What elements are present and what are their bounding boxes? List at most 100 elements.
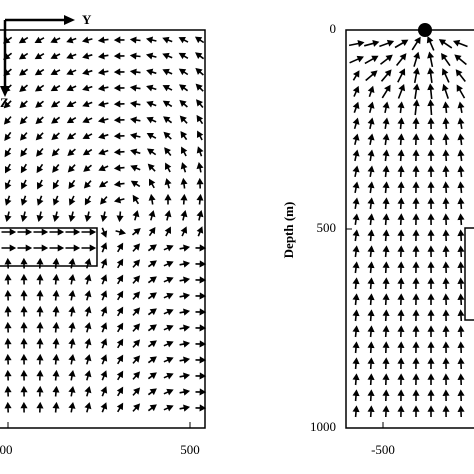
field-arrow	[20, 163, 28, 174]
field-arrow	[113, 132, 125, 140]
field-arrow	[34, 52, 45, 60]
field-arrow	[427, 51, 435, 68]
field-arrow	[441, 68, 450, 83]
field-arrow	[98, 164, 109, 172]
field-arrow	[457, 181, 465, 194]
field-arrow	[129, 132, 141, 140]
field-arrow	[67, 148, 76, 156]
x-tick-label: -500	[371, 442, 395, 457]
field-arrow	[382, 101, 390, 114]
field-arrow	[19, 100, 28, 109]
field-arrow	[33, 244, 49, 252]
field-arrow	[196, 161, 204, 173]
field-arrow	[382, 389, 390, 402]
field-arrow	[84, 386, 92, 397]
field-arrow	[66, 116, 77, 124]
field-arrow	[97, 36, 109, 44]
field-arrow	[196, 130, 204, 141]
field-arrow	[36, 257, 44, 269]
field-arrow	[413, 51, 421, 67]
field-arrow	[116, 242, 124, 253]
field-arrow	[442, 245, 450, 258]
field-arrow	[83, 180, 92, 189]
field-arrow	[5, 163, 12, 174]
field-arrow	[195, 340, 207, 348]
field-arrow	[84, 211, 92, 223]
field-arrow	[147, 292, 157, 300]
field-arrow	[352, 325, 360, 338]
field-arrow	[100, 386, 108, 397]
field-arrow	[394, 39, 409, 49]
field-arrow	[457, 117, 465, 130]
field-arrow	[4, 353, 12, 365]
field-arrow	[116, 306, 124, 317]
field-arrow	[20, 147, 28, 157]
y-axis-label: Depth (m)	[281, 202, 296, 259]
field-arrow	[196, 193, 204, 205]
field-arrow	[412, 67, 420, 84]
field-arrow	[36, 179, 44, 190]
field-arrow	[382, 309, 390, 322]
field-arrow	[33, 228, 49, 236]
field-arrow	[36, 273, 44, 285]
field-arrow	[412, 99, 420, 116]
field-arrow	[3, 52, 13, 60]
field-arrow	[162, 100, 173, 108]
field-arrow	[397, 373, 405, 386]
axis-label: Z	[0, 95, 9, 110]
field-arrow	[97, 84, 109, 92]
field-arrow	[178, 52, 189, 60]
field-arrow	[116, 338, 124, 349]
field-arrow	[132, 275, 141, 284]
field-arrow	[100, 242, 108, 253]
field-arrow	[382, 165, 390, 178]
field-arrow	[367, 341, 375, 354]
field-arrow	[412, 245, 420, 258]
field-arrow	[145, 36, 157, 44]
field-arrow	[84, 195, 92, 206]
field-arrow	[129, 84, 141, 92]
field-arrow	[180, 162, 188, 173]
arrow-head	[64, 15, 75, 25]
field-arrow	[65, 228, 81, 236]
field-arrow	[457, 357, 465, 370]
field-arrow	[20, 132, 28, 141]
field-arrow	[395, 53, 407, 66]
field-arrow	[195, 356, 207, 364]
field-arrow	[162, 36, 173, 44]
field-arrow	[397, 309, 405, 322]
field-arrow	[3, 116, 12, 125]
field-arrow	[397, 101, 405, 114]
field-arrow	[427, 197, 435, 210]
field-arrow	[129, 68, 141, 76]
field-arrow	[179, 260, 191, 268]
field-arrow	[163, 292, 174, 300]
field-arrow	[163, 324, 174, 332]
field-arrow	[146, 68, 157, 76]
field-arrow	[148, 210, 156, 221]
field-arrow	[68, 369, 76, 381]
field-arrow	[147, 404, 157, 412]
field-arrow	[49, 228, 65, 236]
field-arrow	[162, 84, 173, 92]
field-arrow	[427, 325, 435, 337]
field-arrow	[115, 228, 127, 236]
field-arrow	[163, 340, 174, 348]
field-arrow	[455, 69, 466, 82]
field-arrow	[352, 309, 360, 322]
field-arrow	[4, 401, 12, 413]
field-arrow	[195, 67, 204, 76]
field-arrow	[367, 261, 375, 274]
field-arrow	[84, 274, 92, 285]
field-arrow	[412, 165, 420, 178]
field-arrow	[427, 149, 435, 162]
field-arrow	[113, 196, 125, 204]
field-arrow	[352, 229, 360, 242]
field-arrow	[19, 68, 29, 76]
field-arrow	[180, 131, 188, 141]
field-arrow	[163, 356, 174, 364]
field-arrow	[352, 70, 360, 81]
field-arrow	[147, 308, 157, 316]
field-arrow	[412, 293, 420, 306]
field-arrow	[179, 308, 191, 316]
